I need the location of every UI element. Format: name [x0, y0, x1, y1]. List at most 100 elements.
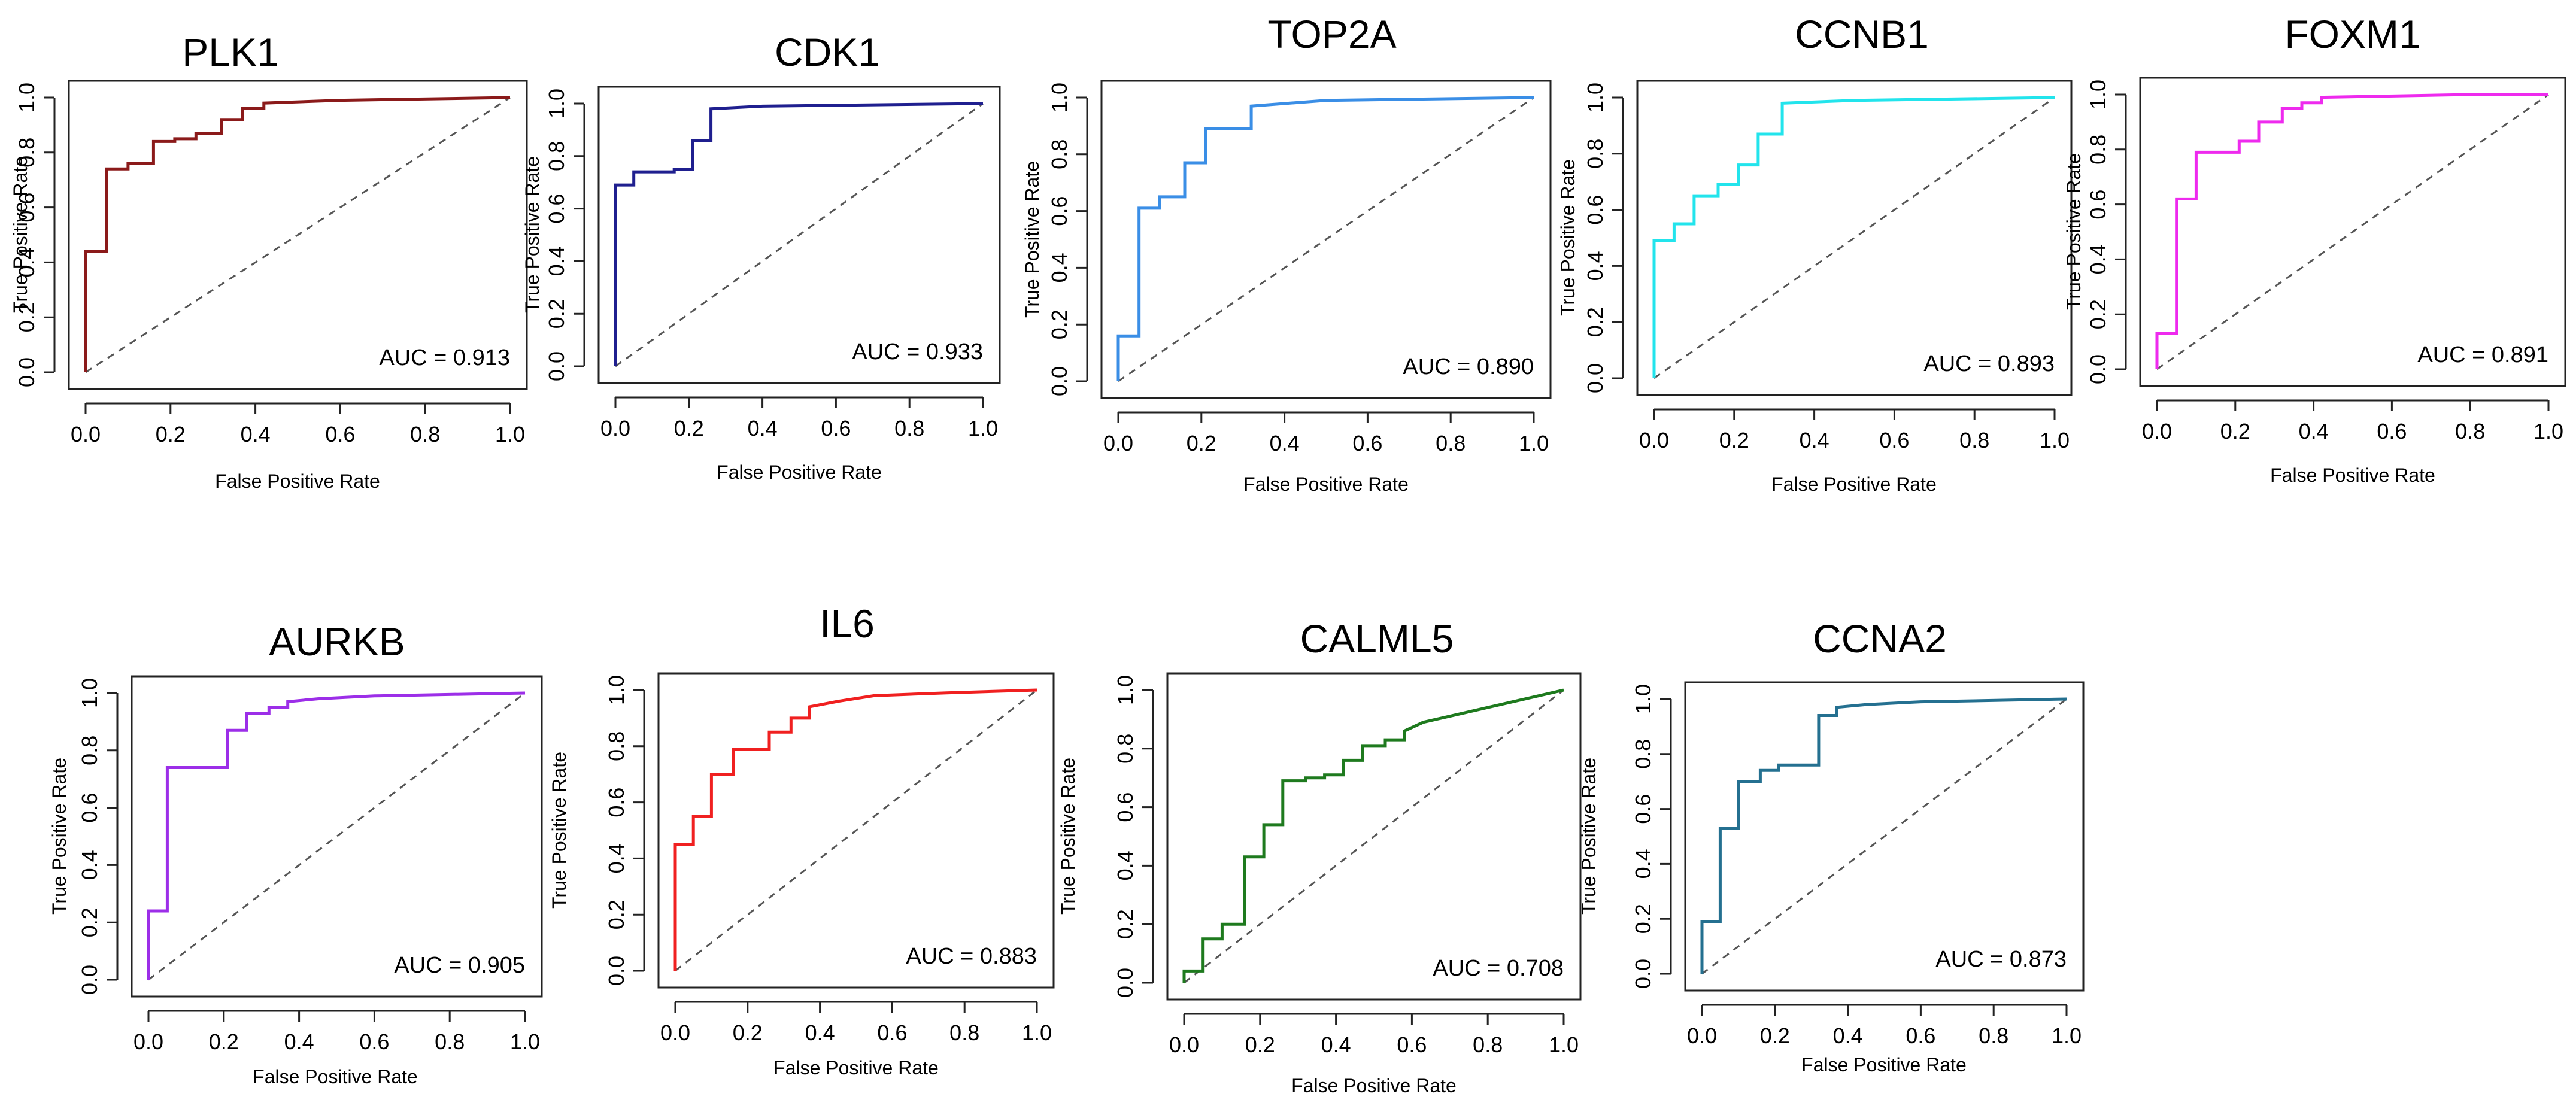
y-tick-label: 0.4 — [1631, 849, 1655, 879]
panel-title: CCNA2 — [1813, 616, 1947, 661]
y-tick-label: 0.6 — [2086, 190, 2110, 220]
roc-panel-plk1: PLK1 0.0 0.2 0.4 0.6 0.8 1.0 False Positive Rat… — [10, 30, 528, 492]
roc-panel-ccna2: CCNA2 0.0 0.2 0.4 0.6 0.8 1.0 False Positive Ra… — [1578, 616, 2085, 1076]
y-tick-label: 0.2 — [1113, 909, 1137, 939]
y-tick-label: 0.2 — [1631, 904, 1655, 934]
x-tick-label: 1.0 — [2533, 419, 2563, 443]
x-tick-label: 0.6 — [1879, 428, 1909, 452]
reference-diagonal — [148, 692, 526, 981]
y-tick-label: 0.8 — [1113, 734, 1137, 764]
x-tick-label: 0.2 — [209, 1029, 239, 1054]
x-tick-label: 0.2 — [2220, 419, 2250, 443]
y-tick-label: 0.2 — [77, 907, 102, 937]
y-axis-label: True Positive Rate — [48, 758, 70, 915]
roc-curve — [1116, 96, 1534, 381]
y-tick-label: 0.8 — [544, 141, 569, 171]
x-tick-label: 1.0 — [510, 1029, 540, 1054]
roc-panel-ccnb1: CCNB1 0.0 0.2 0.4 0.6 0.8 1.0 False Positive Ra… — [1557, 12, 2073, 495]
x-tick-label: 0.2 — [1187, 431, 1216, 455]
y-tick-label: 0.6 — [544, 194, 569, 224]
x-axis-label: False Positive Rate — [773, 1057, 939, 1078]
plot-frame — [1100, 80, 1552, 399]
y-tick-label: 0.4 — [1583, 251, 1607, 281]
auc-label: AUC = 0.905 — [394, 953, 525, 978]
reference-diagonal — [85, 96, 511, 373]
reference-diagonal — [2156, 93, 2549, 370]
x-axis-label: False Positive Rate — [1801, 1054, 1967, 1076]
x-tick-label: 0.0 — [1639, 428, 1669, 452]
y-tick-label: 0.4 — [77, 850, 102, 880]
x-tick-label: 0.2 — [674, 416, 704, 440]
y-tick-label: 0.2 — [1583, 307, 1607, 337]
y-tick-label: 1.0 — [2086, 80, 2110, 110]
y-axis-label: True Positive Rate — [1557, 159, 1579, 316]
x-tick-label: 1.0 — [1549, 1032, 1579, 1057]
x-tick-label: 0.4 — [748, 416, 778, 440]
y-tick-label: 0.2 — [604, 900, 629, 929]
y-tick-label: 0.4 — [1113, 850, 1137, 880]
x-tick-label: 0.8 — [894, 416, 924, 440]
y-tick-label: 0.2 — [14, 302, 39, 332]
x-axis-label: False Positive Rate — [1243, 473, 1409, 495]
x-tick-label: 0.2 — [1245, 1032, 1275, 1057]
y-tick-label: 1.0 — [77, 678, 102, 708]
y-tick-label: 0.4 — [1047, 253, 1072, 282]
y-axis-label: True Positive Rate — [1578, 758, 1600, 915]
x-tick-label: 0.8 — [2455, 419, 2485, 443]
x-tick-label: 0.0 — [600, 416, 630, 440]
y-tick-label: 0.6 — [14, 193, 39, 223]
roc-curve — [614, 102, 984, 366]
x-axis-label: False Positive Rate — [1771, 473, 1937, 495]
y-tick-label: 1.0 — [604, 675, 629, 705]
y-tick-label: 1.0 — [1113, 675, 1137, 705]
reference-diagonal — [675, 689, 1037, 972]
plot-frame — [1684, 681, 2085, 992]
x-tick-label: 1.0 — [968, 416, 998, 440]
panel-title: TOP2A — [1267, 12, 1396, 56]
y-tick-label: 0.0 — [604, 956, 629, 986]
x-tick-label: 0.6 — [1906, 1023, 1935, 1048]
plot-frame — [2139, 77, 2566, 387]
y-tick-label: 0.0 — [1047, 366, 1072, 396]
x-tick-label: 0.0 — [1687, 1023, 1717, 1048]
y-tick-label: 0.0 — [1583, 363, 1607, 393]
x-tick-label: 0.6 — [821, 416, 851, 440]
roc-curve — [1652, 96, 2055, 378]
x-tick-label: 0.4 — [2299, 419, 2329, 443]
x-tick-label: 0.6 — [877, 1020, 907, 1045]
x-tick-label: 0.2 — [733, 1020, 763, 1045]
x-tick-label: 0.0 — [1103, 431, 1133, 455]
x-tick-label: 1.0 — [2040, 428, 2070, 452]
roc-panel-top2a: TOP2A 0.0 0.2 0.4 0.6 0.8 1.0 False Positive Ra… — [1021, 12, 1552, 495]
x-tick-label: 0.0 — [660, 1020, 690, 1045]
y-tick-label: 1.0 — [14, 83, 39, 113]
y-axis-label: True Positive Rate — [1021, 161, 1043, 318]
x-tick-label: 0.8 — [1436, 431, 1466, 455]
y-tick-label: 0.8 — [604, 731, 629, 761]
x-tick-label: 0.8 — [1473, 1032, 1503, 1057]
y-axis-label: True Positive Rate — [10, 156, 31, 313]
x-tick-label: 0.4 — [805, 1020, 835, 1045]
x-tick-label: 0.0 — [2142, 419, 2172, 443]
panel-title: AURKB — [269, 619, 405, 664]
plot-frame — [1166, 672, 1582, 1001]
y-tick-label: 0.0 — [1631, 959, 1655, 989]
y-tick-label: 0.8 — [2086, 135, 2110, 165]
y-tick-label: 0.6 — [604, 788, 629, 818]
roc-curve — [147, 691, 526, 980]
roc-curve — [673, 688, 1037, 971]
y-tick-label: 0.6 — [1631, 794, 1655, 824]
y-axis-label: True Positive Rate — [1057, 758, 1079, 915]
y-tick-label: 0.0 — [14, 357, 39, 387]
x-tick-label: 0.8 — [410, 422, 440, 446]
plot-frame — [68, 80, 528, 390]
y-tick-label: 0.6 — [1047, 196, 1072, 226]
roc-panel-aurkb: AURKB 0.0 0.2 0.4 0.6 0.8 1.0 False Positive Ra… — [48, 619, 543, 1087]
x-tick-label: 0.4 — [284, 1029, 314, 1054]
reference-diagonal — [1653, 96, 2055, 379]
auc-label: AUC = 0.873 — [1935, 947, 2067, 972]
x-tick-label: 0.4 — [1270, 431, 1300, 455]
roc-panel-foxm1: FOXM1 0.0 0.2 0.4 0.6 0.8 1.0 False Positive Ra… — [2063, 12, 2566, 486]
y-tick-label: 0.2 — [2086, 299, 2110, 329]
